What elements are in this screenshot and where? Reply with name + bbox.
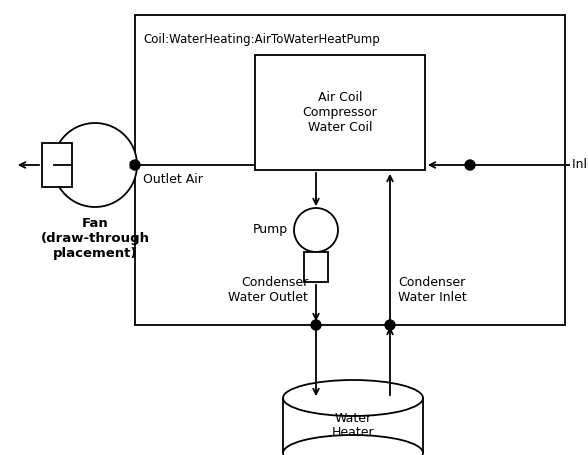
Circle shape — [465, 160, 475, 170]
Text: Pump: Pump — [253, 223, 288, 237]
Bar — [42, 143, 72, 187]
Text: Coil:WaterHeating:AirToWaterHeatPump: Coil:WaterHeating:AirToWaterHeatPump — [143, 33, 380, 46]
Bar — [255, 55, 425, 170]
Circle shape — [53, 123, 137, 207]
Circle shape — [294, 208, 338, 252]
Ellipse shape — [283, 380, 423, 416]
Bar — [283, 398, 423, 453]
Bar — [304, 252, 328, 282]
Text: Fan
(draw-through
placement): Fan (draw-through placement) — [41, 217, 149, 260]
Text: Condenser
Water Outlet: Condenser Water Outlet — [228, 276, 308, 304]
Circle shape — [311, 320, 321, 330]
Bar — [135, 15, 565, 325]
Text: Water
Heater: Water Heater — [332, 411, 375, 440]
Text: Condenser
Water Inlet: Condenser Water Inlet — [398, 276, 467, 304]
Text: Inlet Air: Inlet Air — [572, 158, 588, 172]
Circle shape — [130, 160, 140, 170]
Text: Outlet Air: Outlet Air — [143, 173, 203, 186]
Circle shape — [385, 320, 395, 330]
Text: Air Coil
Compressor
Water Coil: Air Coil Compressor Water Coil — [303, 91, 377, 134]
Ellipse shape — [283, 435, 423, 455]
